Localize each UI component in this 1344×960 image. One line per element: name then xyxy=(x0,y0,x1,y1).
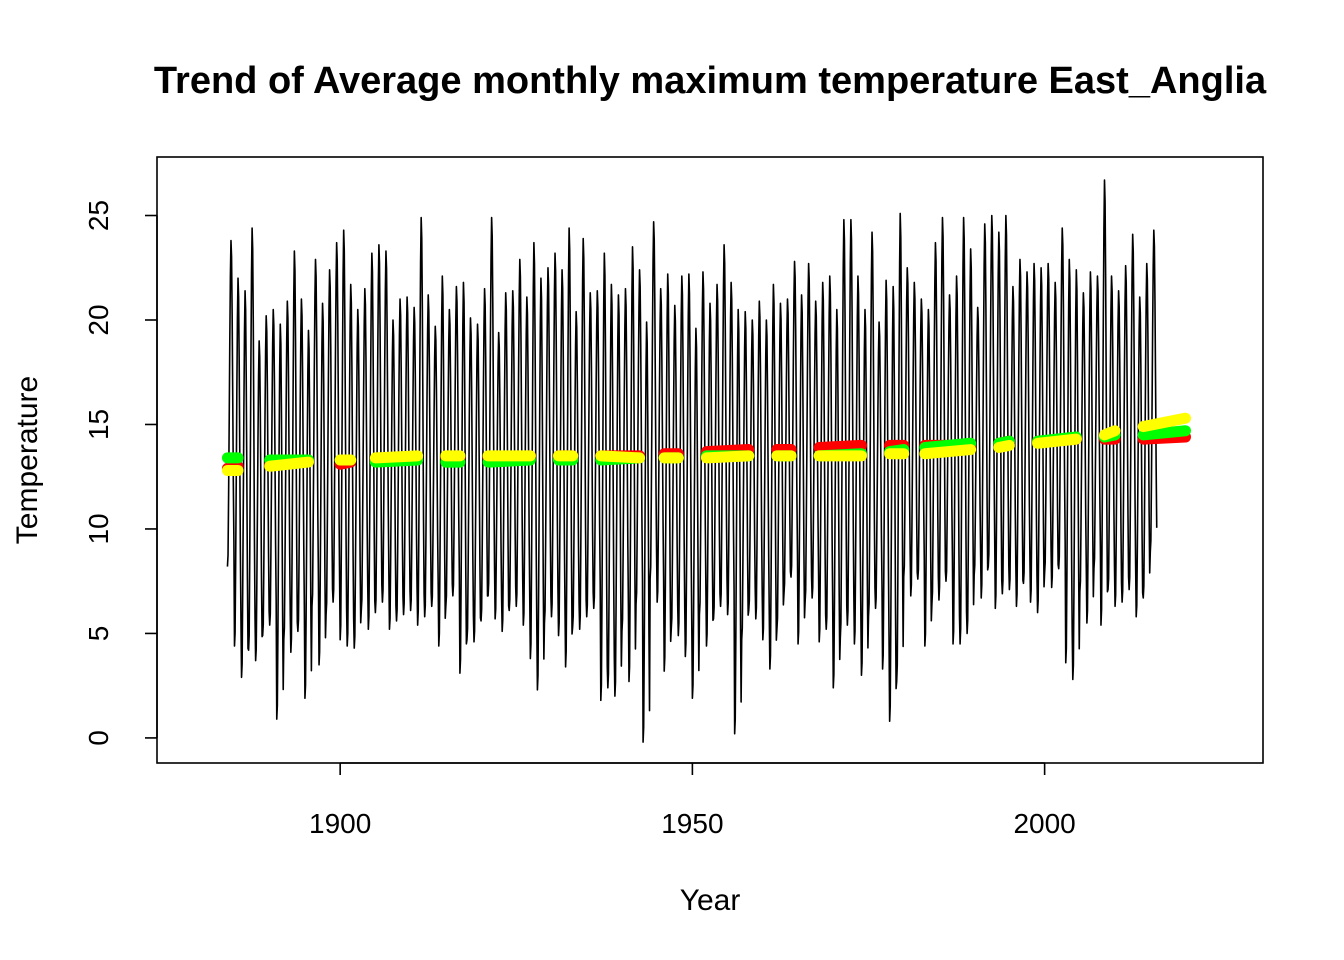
y-tick-label: 5 xyxy=(83,626,114,642)
green-trend-segment xyxy=(919,437,977,453)
x-tick-label: 2000 xyxy=(1013,808,1075,839)
y-tick-label: 10 xyxy=(83,513,114,544)
y-axis-label: Temperature xyxy=(11,376,44,544)
yellow-trend-segment xyxy=(264,456,314,472)
y-tick-label: 0 xyxy=(83,730,114,746)
yellow-trend-segment xyxy=(700,450,755,464)
yellow-trend-segment xyxy=(1032,433,1082,449)
temperature-series-line xyxy=(226,179,1158,743)
y-tick-label: 25 xyxy=(83,200,114,231)
yellow-trend-segment xyxy=(595,450,646,464)
trend-lines xyxy=(221,412,1192,476)
x-tick-label: 1900 xyxy=(309,808,371,839)
y-tick-label: 15 xyxy=(83,409,114,440)
y-tick-label: 20 xyxy=(83,304,114,335)
red-trend-segment xyxy=(813,439,867,453)
x-tick-label: 1950 xyxy=(661,808,723,839)
yellow-trend-segment xyxy=(919,444,977,460)
y-axis: 0 5 10 15 20 25 xyxy=(83,200,158,746)
x-axis-label: Year xyxy=(680,884,741,917)
yellow-trend-segment xyxy=(1137,412,1192,433)
x-axis: 1900 1950 2000 xyxy=(309,762,1076,839)
yellow-trend-segment xyxy=(369,450,424,464)
green-trend-segment xyxy=(1137,425,1192,441)
yellow-trend-segment xyxy=(993,439,1015,453)
yellow-trend-segment xyxy=(1098,425,1121,441)
plot-series xyxy=(226,179,1158,743)
chart-title: Trend of Average monthly maximum tempera… xyxy=(154,60,1267,102)
